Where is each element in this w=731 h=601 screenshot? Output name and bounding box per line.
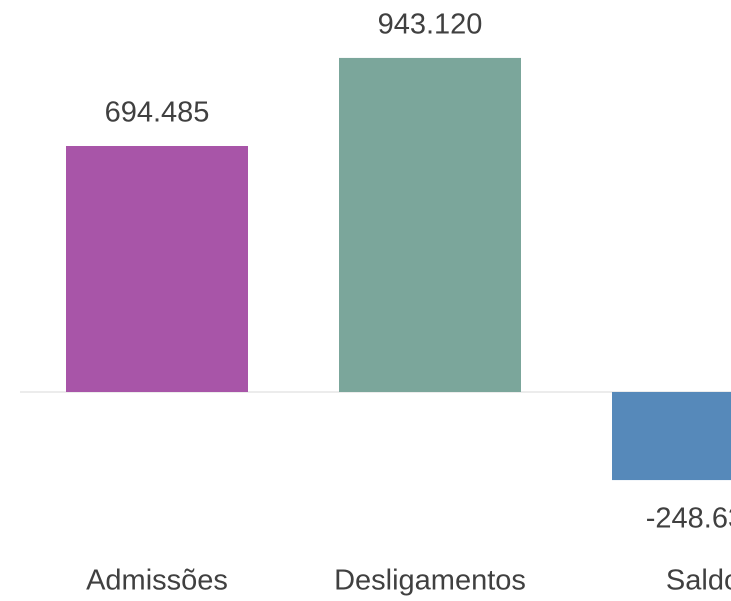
value-label: -248.635 [646,503,731,535]
bar [339,57,521,392]
x-tick-label: Desligamentos [334,565,526,597]
value-label: 694.485 [105,97,210,129]
bar [66,146,248,392]
x-tick-label: Admissões [86,565,228,597]
bar [612,392,731,481]
value-label: 943.120 [378,9,483,41]
x-tick-label: Saldo [666,565,731,597]
